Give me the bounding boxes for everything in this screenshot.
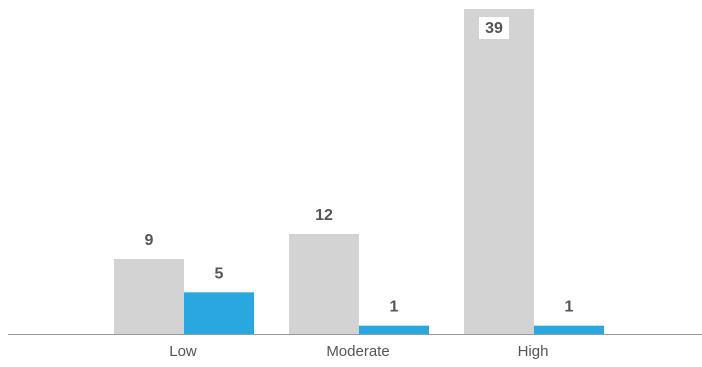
value-label-high-series-2: 1 bbox=[565, 299, 574, 316]
x-tick-labels-layer: Low Moderate High bbox=[169, 343, 548, 360]
value-label-moderate-series-1: 12 bbox=[315, 207, 333, 224]
bar-low-series-1 bbox=[114, 259, 184, 334]
value-label-moderate-series-2: 1 bbox=[390, 299, 399, 316]
x-tick-label-low: Low bbox=[169, 343, 197, 360]
bar-moderate-series-1 bbox=[289, 234, 359, 334]
bar-high-series-2 bbox=[534, 325, 604, 334]
value-labels-layer: 9 5 12 1 39 1 bbox=[145, 17, 574, 316]
bar-high-series-1 bbox=[464, 9, 534, 334]
x-tick-label-high: High bbox=[518, 343, 549, 360]
bar-low-series-2 bbox=[184, 292, 254, 334]
bar-moderate-series-2 bbox=[359, 325, 429, 334]
value-label-low-series-2: 5 bbox=[215, 265, 224, 282]
x-tick-label-moderate: Moderate bbox=[326, 343, 389, 360]
value-label-high-series-1: 39 bbox=[485, 20, 503, 37]
bars-layer bbox=[114, 9, 604, 334]
value-label-low-series-1: 9 bbox=[145, 232, 154, 249]
value-label-box-high-series-1 bbox=[479, 17, 509, 39]
